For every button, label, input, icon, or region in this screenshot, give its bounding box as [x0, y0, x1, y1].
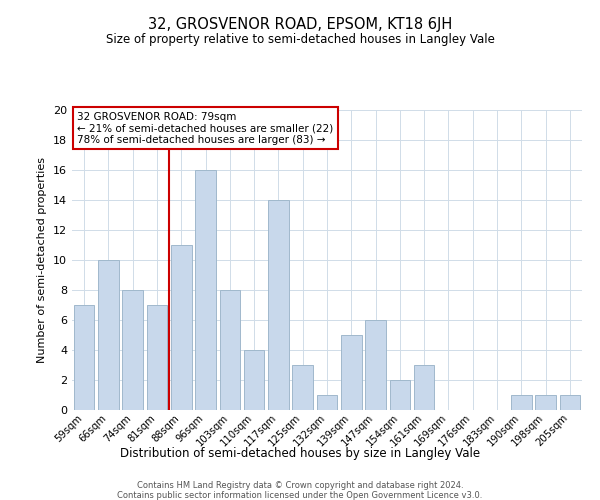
- Bar: [560, 395, 580, 410]
- Text: 32 GROSVENOR ROAD: 79sqm
← 21% of semi-detached houses are smaller (22)
78% of s: 32 GROSVENOR ROAD: 79sqm ← 21% of semi-d…: [77, 112, 334, 144]
- Text: Contains HM Land Registry data © Crown copyright and database right 2024.: Contains HM Land Registry data © Crown c…: [137, 481, 463, 490]
- Text: 32, GROSVENOR ROAD, EPSOM, KT18 6JH: 32, GROSVENOR ROAD, EPSOM, KT18 6JH: [148, 18, 452, 32]
- Y-axis label: Number of semi-detached properties: Number of semi-detached properties: [37, 157, 47, 363]
- Bar: [74, 305, 94, 410]
- Bar: [268, 200, 289, 410]
- Bar: [341, 335, 362, 410]
- Bar: [389, 380, 410, 410]
- Bar: [98, 260, 119, 410]
- Bar: [317, 395, 337, 410]
- Bar: [414, 365, 434, 410]
- Bar: [535, 395, 556, 410]
- Bar: [220, 290, 240, 410]
- Bar: [365, 320, 386, 410]
- Bar: [122, 290, 143, 410]
- Bar: [292, 365, 313, 410]
- Text: Contains public sector information licensed under the Open Government Licence v3: Contains public sector information licen…: [118, 491, 482, 500]
- Bar: [146, 305, 167, 410]
- Bar: [171, 245, 191, 410]
- Bar: [511, 395, 532, 410]
- Text: Distribution of semi-detached houses by size in Langley Vale: Distribution of semi-detached houses by …: [120, 448, 480, 460]
- Bar: [195, 170, 216, 410]
- Text: Size of property relative to semi-detached houses in Langley Vale: Size of property relative to semi-detach…: [106, 32, 494, 46]
- Bar: [244, 350, 265, 410]
